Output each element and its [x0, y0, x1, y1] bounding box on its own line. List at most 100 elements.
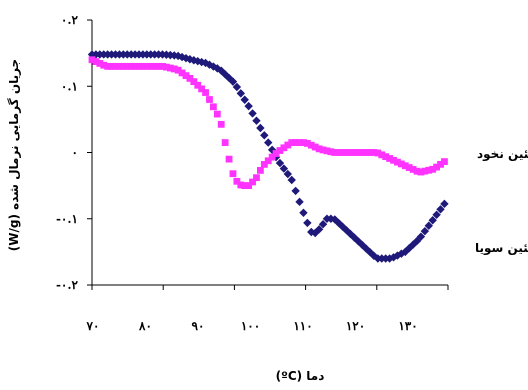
- pea-point: [374, 149, 382, 157]
- soy-point: [275, 158, 285, 168]
- pea-point: [401, 162, 409, 170]
- pea-point: [96, 59, 104, 67]
- pea-point: [264, 157, 272, 165]
- pea-point: [123, 62, 131, 70]
- soy-point: [244, 101, 253, 111]
- soy-point: [217, 66, 226, 75]
- x-tick-label: ۱۳۰: [398, 319, 417, 333]
- pea-point: [225, 155, 233, 163]
- pea-point: [155, 62, 162, 70]
- pea-point: [288, 139, 296, 146]
- pea-point: [323, 147, 331, 155]
- x-axis-title: دما (ºC): [276, 369, 325, 383]
- pea-point: [182, 72, 190, 80]
- pea-point: [119, 62, 127, 70]
- pea-point: [112, 62, 119, 70]
- pea-point: [441, 158, 448, 166]
- tick-labels: -۰.۲ -۰.۱ ۰ ۰.۱ ۰.۲ ۷۰ ۸۰ ۹۰ ۱۰۰ ۱۱۰ ۱۲۰ ۱۳۰: [56, 13, 418, 333]
- pea-point: [135, 62, 143, 70]
- soy-point: [252, 116, 261, 125]
- pea-point: [178, 69, 186, 77]
- pea-point: [296, 139, 303, 146]
- soy-point: [279, 164, 289, 173]
- pea-point: [315, 145, 323, 153]
- pea-point: [147, 62, 155, 70]
- pea-point: [397, 160, 405, 168]
- soy-point: [307, 227, 316, 237]
- soy-point: [240, 95, 249, 104]
- axes: [87, 19, 449, 290]
- pea-point: [276, 147, 284, 154]
- soy-point: [256, 123, 265, 133]
- soy-point: [424, 221, 433, 230]
- pea-point: [350, 149, 358, 156]
- pea-series-label: پروتئین نخود: [477, 147, 528, 162]
- pea-point: [390, 156, 397, 164]
- pea-point: [331, 149, 339, 156]
- pea-point: [233, 177, 241, 185]
- soy-series: [87, 50, 449, 263]
- soy-point: [283, 169, 292, 179]
- x-tick-label: ۱۰۰: [241, 319, 260, 333]
- pea-point: [256, 166, 264, 174]
- x-tick-label: ۷۰: [86, 319, 100, 333]
- pea-point: [100, 61, 108, 69]
- pea-point: [421, 167, 429, 175]
- pea-point: [292, 139, 300, 146]
- soy-point: [260, 131, 269, 140]
- pea-point: [253, 174, 260, 182]
- pea-point: [190, 78, 198, 86]
- x-tick-label: ۱۲۰: [346, 319, 365, 333]
- soy-point: [173, 51, 183, 61]
- soy-point: [361, 244, 371, 253]
- y-tick-label: -۰.۱: [56, 212, 78, 226]
- y-tick-label: ۰.۲: [61, 13, 79, 27]
- soy-point: [420, 226, 430, 236]
- pea-point: [268, 153, 276, 161]
- soy-point: [295, 197, 304, 207]
- pea-point: [170, 65, 178, 73]
- pea-point: [405, 164, 413, 171]
- pea-point: [429, 165, 437, 173]
- soy-point: [299, 208, 308, 217]
- soy-point: [236, 89, 246, 98]
- soy-series-label: پروتئین سویا: [475, 241, 528, 256]
- pea-point: [417, 168, 425, 176]
- pea-point: [186, 74, 194, 82]
- pea-point: [378, 151, 386, 159]
- soy-point: [181, 53, 191, 63]
- pea-point: [217, 120, 225, 128]
- pea-point: [413, 167, 421, 175]
- pea-point: [433, 163, 441, 171]
- pea-point: [127, 62, 135, 70]
- pea-point: [245, 182, 253, 190]
- pea-point: [166, 64, 174, 72]
- pea-point: [163, 63, 170, 71]
- pea-point: [370, 149, 378, 156]
- pea-point: [159, 62, 166, 70]
- pea-point: [151, 62, 159, 70]
- y-axis-title: جریان گرمایی نرمال شده (W/g): [7, 59, 21, 251]
- pea-point: [92, 58, 100, 65]
- soy-point: [314, 225, 324, 234]
- pea-point: [237, 181, 245, 189]
- data-marks: [87, 50, 449, 263]
- pea-point: [303, 139, 311, 147]
- pea-point: [394, 158, 401, 166]
- pea-point: [143, 62, 151, 70]
- pea-point: [131, 62, 139, 70]
- pea-point: [104, 62, 112, 70]
- pea-point: [437, 160, 444, 168]
- soy-point: [248, 109, 257, 118]
- pea-series: [88, 56, 448, 190]
- soy-point: [416, 232, 426, 241]
- pea-point: [209, 103, 217, 111]
- pea-point: [362, 149, 370, 156]
- pea-point: [241, 182, 249, 190]
- pea-point: [139, 62, 147, 70]
- pea-point: [213, 110, 221, 118]
- pea-point: [108, 62, 115, 70]
- y-tick-label: ۰.۱: [61, 79, 78, 93]
- soy-point: [189, 56, 199, 65]
